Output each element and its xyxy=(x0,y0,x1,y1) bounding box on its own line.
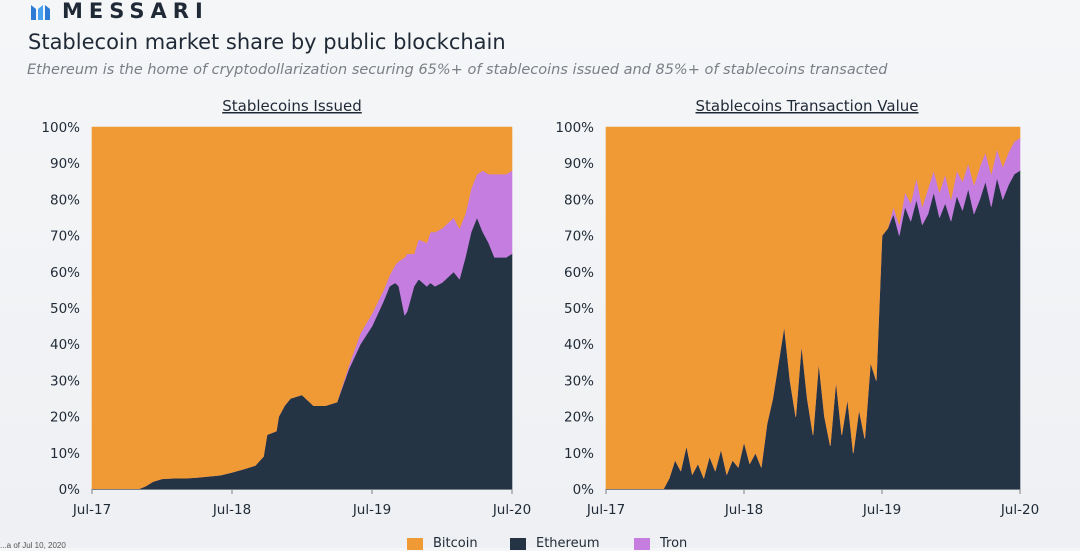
x-tick-label: Jul-19 xyxy=(352,502,391,518)
y-tick-label: 50% xyxy=(50,301,80,317)
brand-name: MESSARI xyxy=(62,0,209,23)
x-tick-label: Jul-18 xyxy=(724,502,763,518)
legend-item-tron: Tron xyxy=(634,536,687,551)
y-tick-label: 60% xyxy=(50,265,80,281)
y-tick-label: 90% xyxy=(564,156,594,172)
y-tick-label: 10% xyxy=(564,446,594,462)
y-tick-label: 20% xyxy=(50,410,80,426)
x-tick-label: Jul-20 xyxy=(492,502,531,518)
brand-logo: MESSARI xyxy=(30,0,209,23)
y-tick-label: 0% xyxy=(573,482,595,498)
chart-title: Stablecoins Issued xyxy=(222,97,362,115)
y-tick-label: 70% xyxy=(564,229,594,245)
x-tick-label: Jul-20 xyxy=(1000,502,1039,518)
chart-transaction-value: Stablecoins Transaction Value 0% 10% 20% 30%… xyxy=(555,97,1039,518)
y-tick-label: 100% xyxy=(555,120,594,136)
area-bitcoin xyxy=(605,126,1021,490)
y-tick-label: 20% xyxy=(564,410,594,426)
x-tick-label: Jul-17 xyxy=(72,502,111,518)
y-tick-label: 80% xyxy=(50,192,80,208)
legend-swatch-tron xyxy=(634,537,650,550)
legend-label-ethereum: Ethereum xyxy=(536,536,600,551)
footnote: ...a of Jul 10, 2020 xyxy=(0,541,66,550)
chart-issued: Stablecoins Issued 0% 10% 20% 30% 40% 50% 60% 70… xyxy=(41,97,531,518)
y-tick-label: 30% xyxy=(50,373,80,389)
y-tick-label: 70% xyxy=(50,229,80,245)
legend-label-tron: Tron xyxy=(660,536,688,551)
y-tick-label: 30% xyxy=(564,373,594,389)
y-tick-label: 100% xyxy=(41,120,80,136)
legend-swatch-ethereum xyxy=(510,537,526,550)
y-tick-label: 40% xyxy=(564,337,594,353)
y-tick-label: 40% xyxy=(50,337,80,353)
area-bitcoin xyxy=(91,126,513,490)
chart-legend: Bitcoin Ethereum Tron xyxy=(0,532,1080,551)
chart-title: Stablecoins Transaction Value xyxy=(696,97,919,115)
x-tick-label: Jul-18 xyxy=(212,502,251,518)
legend-swatch-bitcoin xyxy=(407,537,423,550)
y-tick-label: 60% xyxy=(564,265,594,281)
y-tick-label: 80% xyxy=(564,192,594,208)
y-tick-label: 90% xyxy=(50,156,80,172)
page-title: Stablecoin market share by public blockc… xyxy=(28,30,506,54)
x-tick-label: Jul-17 xyxy=(586,502,625,518)
messari-logo-icon xyxy=(31,5,50,20)
y-tick-label: 50% xyxy=(564,301,594,317)
x-tick-label: Jul-19 xyxy=(862,502,901,518)
legend-label-bitcoin: Bitcoin xyxy=(433,536,478,551)
legend-item-bitcoin: Bitcoin xyxy=(407,536,478,551)
legend-item-ethereum: Ethereum xyxy=(510,536,600,551)
y-tick-label: 0% xyxy=(59,482,81,498)
page-subtitle: Ethereum is the home of cryptodollarizat… xyxy=(27,62,888,78)
y-tick-label: 10% xyxy=(50,446,80,462)
